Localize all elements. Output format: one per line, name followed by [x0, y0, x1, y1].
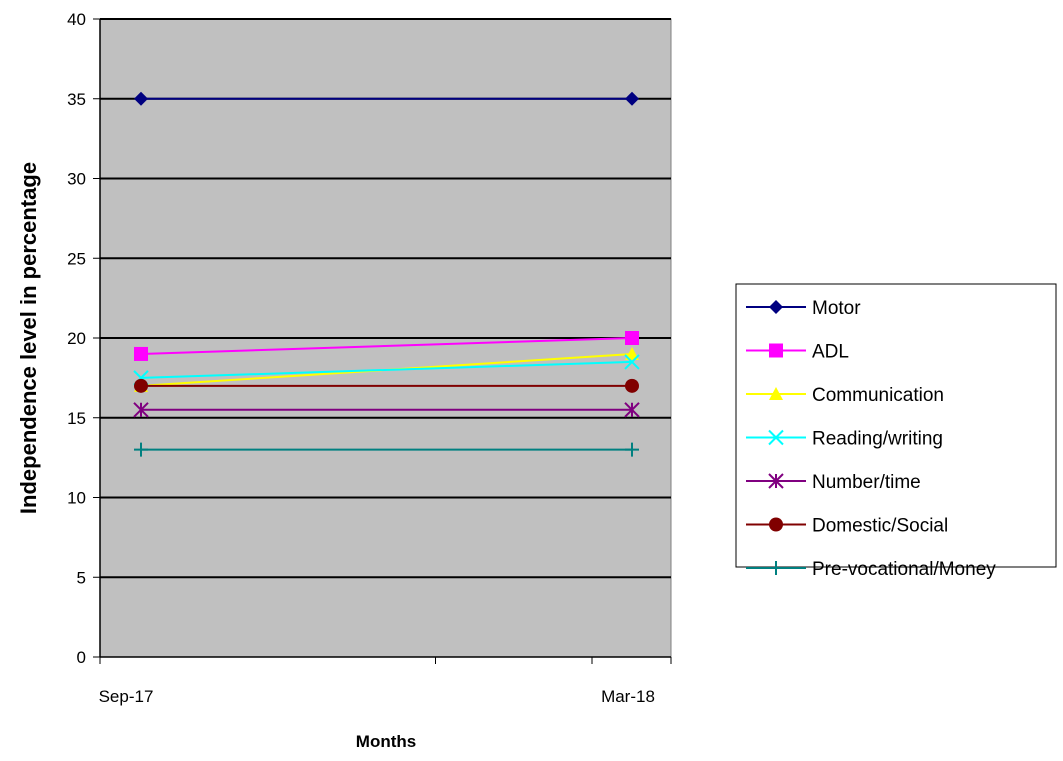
legend-label: ADL	[812, 342, 849, 363]
data-point	[134, 346, 148, 361]
legend-marker	[769, 343, 783, 358]
axes: 0 5 10 15 20 25 30 35 40 Sep-17 Mar-18	[67, 10, 672, 706]
x-tick-label: Sep-17	[99, 687, 154, 706]
y-axis-label: Independence level in percentage	[16, 162, 41, 514]
legend-label: Motor	[812, 298, 861, 319]
data-point	[134, 442, 148, 457]
y-tick-label: 25	[67, 249, 86, 268]
series-pre-vocational-money	[134, 442, 639, 457]
legend-marker	[769, 387, 783, 400]
legend-item: Communication	[746, 385, 944, 406]
data-point	[133, 402, 149, 418]
series-lines	[133, 91, 640, 457]
data-point	[625, 442, 639, 457]
y-tick-label: 0	[77, 648, 86, 667]
y-tick-label: 5	[77, 568, 86, 587]
y-tick-label: 40	[67, 10, 86, 29]
y-tick-label: 10	[67, 489, 86, 508]
data-point	[134, 91, 148, 106]
legend-label: Domestic/Social	[812, 516, 948, 537]
y-tick-label: 35	[67, 90, 86, 109]
legend: Motor ADL Communication Reading/writing Numb…	[735, 283, 1057, 580]
data-point	[625, 378, 639, 393]
legend-label: Number/time	[812, 472, 921, 493]
y-tick-label: 15	[67, 409, 86, 428]
legend-item: Reading/writing	[746, 429, 943, 450]
data-point	[624, 354, 640, 370]
data-point	[625, 346, 639, 360]
series-motor	[134, 91, 639, 106]
legend-label: Communication	[812, 385, 944, 406]
series-adl	[134, 331, 639, 361]
legend-item: Number/time	[746, 472, 921, 493]
legend-marker	[769, 561, 783, 575]
data-point	[625, 91, 639, 106]
legend-box	[735, 283, 1057, 568]
series-domestic-social	[134, 378, 639, 393]
legend-label: Pre-vocational/Money	[812, 559, 996, 580]
legend-item: Domestic/Social	[746, 516, 948, 537]
legend-marker	[769, 300, 783, 314]
y-tick-label: 30	[67, 170, 86, 189]
y-tick-label: 20	[67, 329, 86, 348]
x-axis-label: Months	[356, 732, 416, 751]
x-tick-label: Mar-18	[601, 687, 655, 706]
data-point	[134, 378, 148, 393]
legend-item: Pre-vocational/Money	[746, 559, 996, 580]
data-point	[625, 331, 639, 345]
legend-item: ADL	[746, 342, 849, 363]
legend-marker	[769, 517, 783, 532]
series-number-time	[133, 402, 640, 418]
series-line	[140, 337, 633, 355]
legend-marker	[768, 473, 784, 489]
legend-item: Motor	[746, 298, 861, 319]
legend-label: Reading/writing	[812, 429, 943, 450]
data-point	[624, 402, 640, 418]
legend-marker	[768, 429, 784, 446]
series-line	[140, 360, 633, 379]
